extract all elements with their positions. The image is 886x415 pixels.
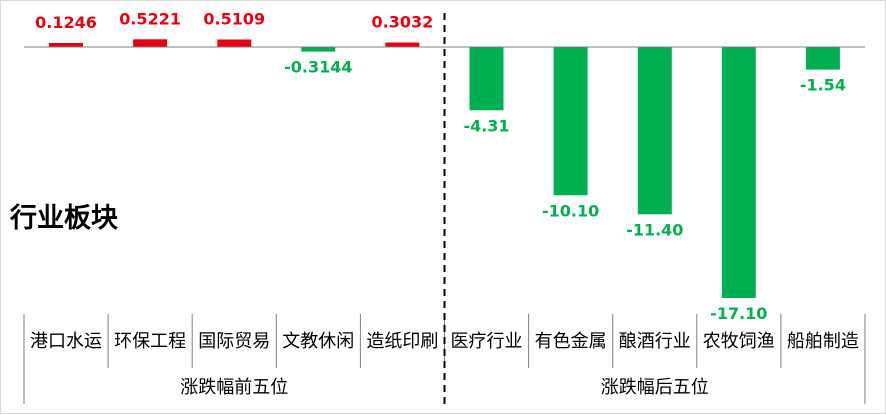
side-title: 行业板块 — [10, 203, 118, 234]
bar-7 — [553, 47, 588, 196]
data-label-4: -0.3144 — [284, 58, 352, 77]
category-label-1: 港口水运 — [30, 331, 102, 352]
category-label-9: 农牧饲渔 — [703, 331, 775, 352]
group-label-2: 涨跌幅后五位 — [601, 377, 709, 398]
category-label-10: 船舶制造 — [787, 331, 859, 352]
bar-3 — [217, 39, 252, 47]
category-label-4: 文教休闲 — [282, 331, 354, 352]
data-label-10: -1.54 — [800, 76, 846, 95]
bar-2 — [133, 39, 168, 47]
data-label-6: -4.31 — [463, 116, 509, 135]
data-label-1: 0.1246 — [35, 13, 97, 32]
bar-1 — [49, 43, 83, 47]
bar-10 — [805, 47, 840, 70]
group-label-1: 涨跌幅前五位 — [180, 377, 288, 398]
data-label-2: 0.5221 — [119, 9, 181, 28]
category-label-8: 酿酒行业 — [619, 331, 691, 352]
data-label-9: -17.10 — [710, 304, 767, 323]
bar-6 — [469, 47, 504, 111]
data-label-5: 0.3032 — [372, 13, 434, 32]
bar-5 — [385, 42, 420, 47]
category-label-2: 环保工程 — [114, 331, 186, 352]
data-label-3: 0.5109 — [203, 10, 265, 29]
bar-8 — [637, 47, 672, 215]
data-label-8: -11.40 — [626, 220, 683, 239]
data-label-7: -10.10 — [542, 201, 599, 220]
bar-9 — [721, 47, 756, 298]
category-label-5: 造纸印刷 — [366, 331, 438, 352]
category-label-7: 有色金属 — [535, 331, 607, 352]
category-label-6: 医疗行业 — [451, 331, 523, 352]
bar-4 — [301, 47, 336, 52]
category-label-3: 国际贸易 — [198, 331, 270, 352]
